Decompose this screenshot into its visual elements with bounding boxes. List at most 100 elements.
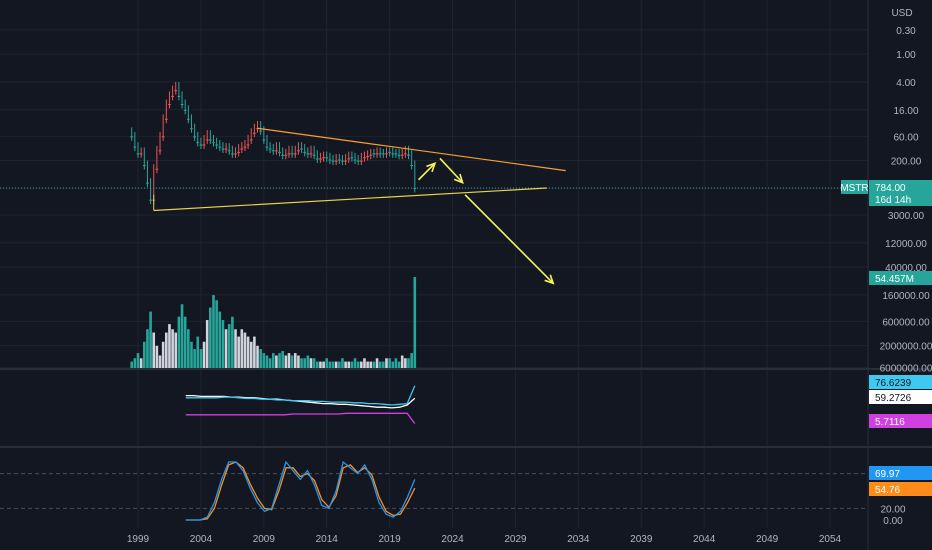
candle-body — [407, 154, 410, 156]
candle-body — [381, 153, 385, 155]
upper-trendline — [153, 187, 547, 212]
stoch-tick-label: 0.00 — [883, 516, 903, 527]
price-tick-label: 40000.00 — [885, 263, 927, 274]
volume-bar — [325, 358, 329, 368]
candle-body — [300, 148, 303, 150]
volume-bar — [136, 353, 140, 368]
volume-bar — [240, 329, 244, 368]
volume-bar — [328, 361, 332, 368]
volume-bar — [259, 349, 262, 368]
candle-body — [350, 157, 354, 159]
current-price-badge: 16d 14h — [875, 195, 911, 206]
volume-bar — [212, 295, 215, 368]
volume-bar — [271, 353, 275, 368]
volume-bar — [287, 353, 291, 368]
candle-body — [284, 154, 288, 156]
trendlines — [153, 127, 566, 285]
arrow-down-head — [426, 162, 437, 173]
candle-body — [224, 148, 228, 150]
volume-bar — [237, 336, 240, 368]
candle-body — [334, 160, 338, 162]
volume-bar — [334, 361, 338, 368]
volume-bar — [268, 358, 272, 368]
volume-badge-bg — [869, 271, 932, 285]
candle-body — [136, 153, 140, 155]
volume-bar — [278, 353, 281, 368]
candle-body — [397, 154, 401, 156]
ind1-magenta-line — [185, 412, 416, 424]
volume-bar — [152, 332, 156, 368]
volume-bar — [303, 358, 307, 368]
candle-body — [164, 118, 168, 120]
volume-bar — [410, 353, 413, 368]
volume-bar — [253, 336, 256, 368]
candle-body — [155, 168, 159, 170]
candle-body — [341, 160, 344, 162]
volume-bar — [174, 332, 178, 368]
volume-bar — [187, 329, 190, 368]
volume-bar — [190, 341, 193, 368]
volume-bar — [382, 361, 385, 368]
stoch-d-badge: 54.76 — [875, 485, 900, 496]
volume-bar — [215, 300, 218, 368]
volume-bar — [322, 361, 325, 368]
volume-bar — [234, 329, 237, 368]
candle-body — [252, 132, 256, 134]
volume-bar — [375, 358, 379, 368]
candle-body — [202, 144, 206, 146]
time-tick-label: 2014 — [316, 534, 339, 545]
candle-body — [319, 158, 322, 160]
currency-label: USD — [891, 8, 912, 19]
ind1-white-line — [185, 394, 416, 409]
volume-bar — [369, 361, 373, 368]
candle-body — [193, 136, 197, 138]
volume-bar — [284, 355, 288, 368]
volume-bars — [130, 277, 417, 368]
candle-body — [322, 157, 325, 159]
volume-bar — [243, 332, 247, 368]
candle-body — [293, 153, 297, 155]
volume-bar — [312, 358, 316, 368]
candle-body — [259, 130, 263, 132]
candle-body — [388, 151, 392, 153]
price-tick-label: 4.00 — [896, 78, 916, 89]
volume-bar — [180, 304, 184, 368]
arrow-up-large — [464, 194, 554, 284]
candle-body — [331, 160, 335, 162]
time-tick-label: 2029 — [504, 534, 527, 545]
arrow-up-small — [439, 157, 464, 184]
stoch-d-badge-bg — [869, 482, 932, 496]
candle-body — [240, 148, 244, 150]
candle-body — [265, 146, 269, 148]
candle-body — [208, 139, 212, 141]
volume-bar — [404, 358, 407, 368]
price-tick-label: 600000.00 — [882, 317, 930, 328]
volume-bar — [227, 324, 231, 368]
candle-body — [199, 144, 203, 146]
volume-bar — [158, 355, 162, 368]
candle-body — [413, 188, 417, 189]
stochastic-panel — [0, 460, 868, 521]
candle-body — [221, 148, 225, 150]
volume-bar — [300, 358, 303, 368]
price-tick-label: 200.00 — [891, 157, 922, 168]
candle-body — [328, 159, 332, 161]
price-tick-label: 2000000.00 — [880, 342, 932, 353]
volume-bar — [385, 358, 388, 368]
volume-bar — [205, 320, 209, 368]
candle-body — [234, 153, 237, 155]
stoch-k-badge: 69.97 — [875, 469, 900, 480]
candle-body — [309, 153, 313, 155]
symbol-tag-bg — [841, 180, 868, 194]
price-tick-label: 160000.00 — [882, 291, 930, 302]
time-tick-label: 2024 — [441, 534, 464, 545]
candle-body — [312, 154, 316, 156]
volume-bar — [413, 277, 417, 368]
volume-bar — [391, 361, 395, 368]
volume-bar — [155, 345, 159, 368]
volume-bar — [341, 358, 344, 368]
volume-bar — [363, 358, 366, 368]
current-price-badge: 784.00 — [875, 183, 906, 194]
candle-body — [391, 153, 395, 155]
